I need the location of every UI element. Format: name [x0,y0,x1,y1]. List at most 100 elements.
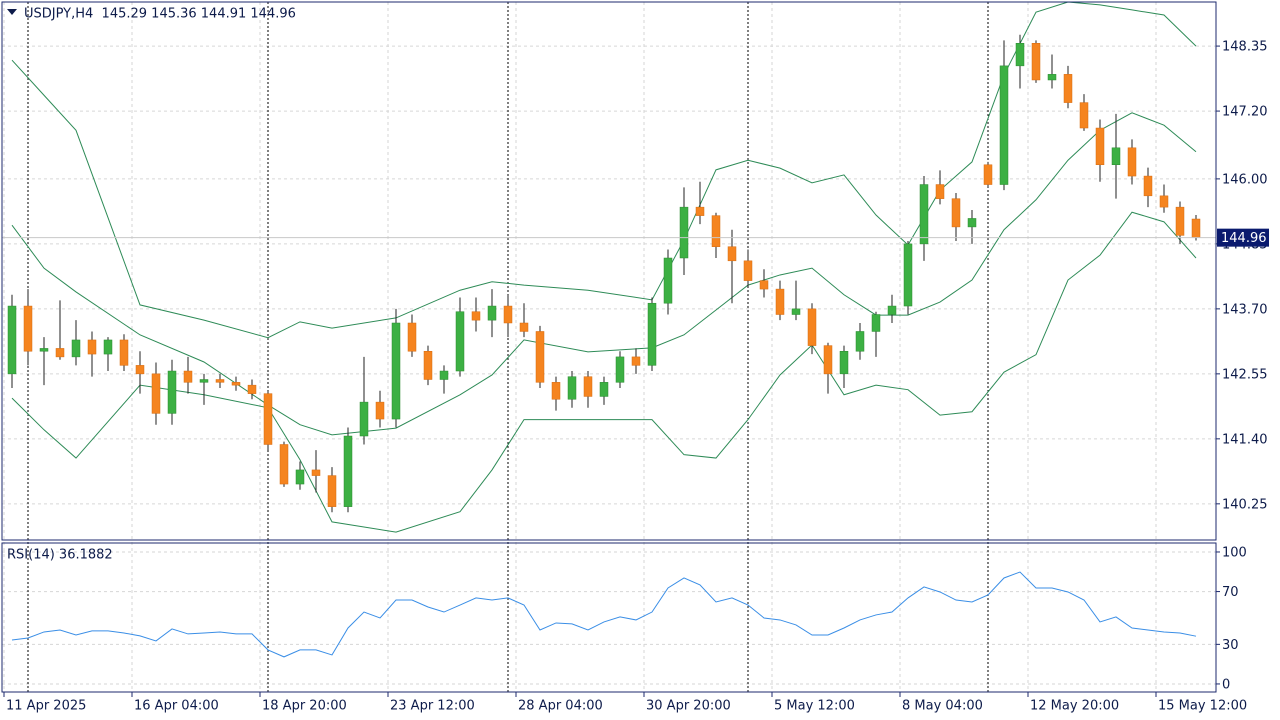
chart-title: USDJPY,H4 145.29 145.36 144.91 144.96 [24,7,296,22]
y-tick-label: 146.00 [1222,172,1268,187]
candle-body [1063,74,1073,103]
candle-body [1047,74,1057,81]
last-price-tag [1217,228,1269,247]
x-tick-label: 18 Apr 20:00 [262,699,347,714]
candle-body [583,376,593,397]
candle-body [423,350,433,380]
candle-body [999,65,1009,185]
candle-body [935,184,945,199]
candle-body [247,384,257,394]
y-tick-label: 147.20 [1222,105,1268,120]
candle-body [215,379,225,383]
rsi-line [11,571,1197,658]
candle-body [743,260,753,281]
candle-body [167,370,177,414]
candle-body [711,215,721,247]
candle-body [439,370,449,380]
candle-body [455,311,465,372]
x-tick-label: 12 May 20:00 [1030,699,1119,714]
candle-body [615,356,625,383]
candle-body [775,288,785,315]
x-tick-label: 15 May 12:00 [1158,699,1247,714]
lines [11,571,1197,658]
candle-body [967,218,977,228]
candle-body [1143,175,1153,197]
candle-body [103,339,113,355]
candle-body [535,331,545,383]
candle-body [375,401,385,420]
candle-body [759,280,769,290]
y-tick-label: 0 [1222,677,1230,692]
last-price-label: 144.96 [1221,231,1267,246]
candle-body [791,308,801,315]
x-tick-label: 30 Apr 20:00 [646,699,731,714]
y-tick-label: 100 [1222,545,1247,560]
candle-body [343,435,353,507]
candle-body [487,305,497,321]
candle-body [519,322,529,332]
candle-body [903,243,913,307]
rsi-title: RSI(14) 36.1882 [7,548,113,563]
candle-body [263,393,273,445]
candle-body [1127,147,1137,177]
candle-body [407,322,417,352]
candle-body [119,339,129,366]
candle-body [663,257,673,304]
candles [7,2,1201,533]
candle-body [631,356,641,366]
x-tick-label: 16 Apr 04:00 [134,699,219,714]
candle-body [567,376,577,400]
candle-body [1175,206,1185,236]
candle-body [871,314,881,332]
candle-body [391,322,401,420]
candle-body [311,469,321,476]
x-tick-label: 8 May 04:00 [902,699,983,714]
y-tick-label: 140.25 [1222,497,1268,512]
y-tick-label: 30 [1222,638,1239,653]
candle-body [55,348,65,358]
candle-body [183,370,193,383]
x-tick-label: 23 Apr 12:00 [390,699,475,714]
candle-body [1079,102,1089,129]
bollinger-upper [11,2,1197,339]
x-tick-label: 11 Apr 2025 [6,699,86,714]
y-tick-label: 142.55 [1222,367,1268,382]
candle-body [503,305,513,324]
y-tick-label: 148.35 [1222,40,1268,55]
candle-body [599,382,609,397]
candle-body [855,331,865,352]
candle-body [1159,195,1169,208]
x-tick-label: 5 May 12:00 [774,699,855,714]
candle-body [1191,218,1201,238]
y-tick-label: 70 [1222,585,1239,600]
candle-body [951,198,961,228]
rsi-panel-frame [1,542,1217,693]
candle-body [727,246,737,262]
candle-body [1031,43,1041,81]
candle-body [983,164,993,185]
candle-body [887,305,897,315]
candle-body [695,206,705,216]
candle-body [839,350,849,375]
main-panel-frame [1,1,1217,541]
candle-body [295,469,305,485]
candle-body [919,184,929,245]
candle-body [823,345,833,375]
candle-body [71,339,81,358]
candle-body [471,311,481,321]
symbol-menu-arrow[interactable] [7,9,17,15]
candle-body [359,401,369,437]
candle-body [39,348,49,352]
candle-body [1095,127,1105,166]
candle-body [1111,147,1121,166]
candle-body [231,382,241,386]
candle-body [1015,43,1025,67]
candle-body [807,308,817,346]
candle-body [135,365,145,375]
x-tick-label: 28 Apr 04:00 [518,699,603,714]
candle-body [551,382,561,400]
candle-body [647,302,657,366]
candle-body [7,305,17,375]
